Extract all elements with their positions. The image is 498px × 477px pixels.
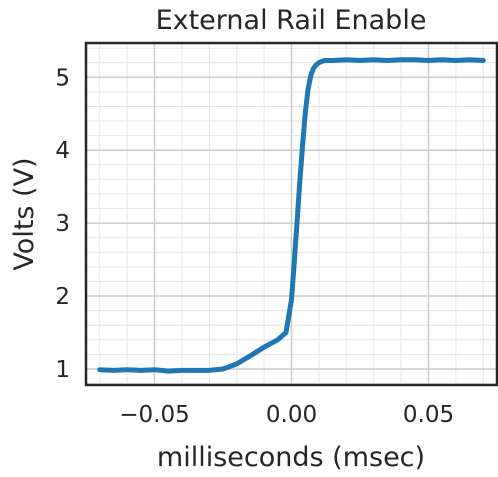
x-tick-label: −0.05 <box>119 402 189 428</box>
major-grid <box>86 43 497 385</box>
y-tick-label: 4 <box>55 138 70 164</box>
y-tick-label: 1 <box>55 357 70 383</box>
x-axis-label: milliseconds (msec) <box>157 442 425 473</box>
series-layer <box>97 57 486 374</box>
x-tick-label: 0.05 <box>403 402 454 428</box>
plot-frame <box>84 41 498 387</box>
series-line <box>97 57 486 374</box>
y-tick-label: 3 <box>55 211 70 237</box>
chart-title: External Rail Enable <box>156 5 427 36</box>
y-tick-label: 5 <box>55 65 70 91</box>
y-tick-label: 2 <box>55 284 70 310</box>
y-tick-labels: 1 2 3 4 5 <box>55 65 70 383</box>
x-tick-labels: −0.05 0.00 0.05 <box>119 402 454 428</box>
y-axis-label: Volts (V) <box>9 157 40 270</box>
x-tick-label: 0.00 <box>266 402 317 428</box>
